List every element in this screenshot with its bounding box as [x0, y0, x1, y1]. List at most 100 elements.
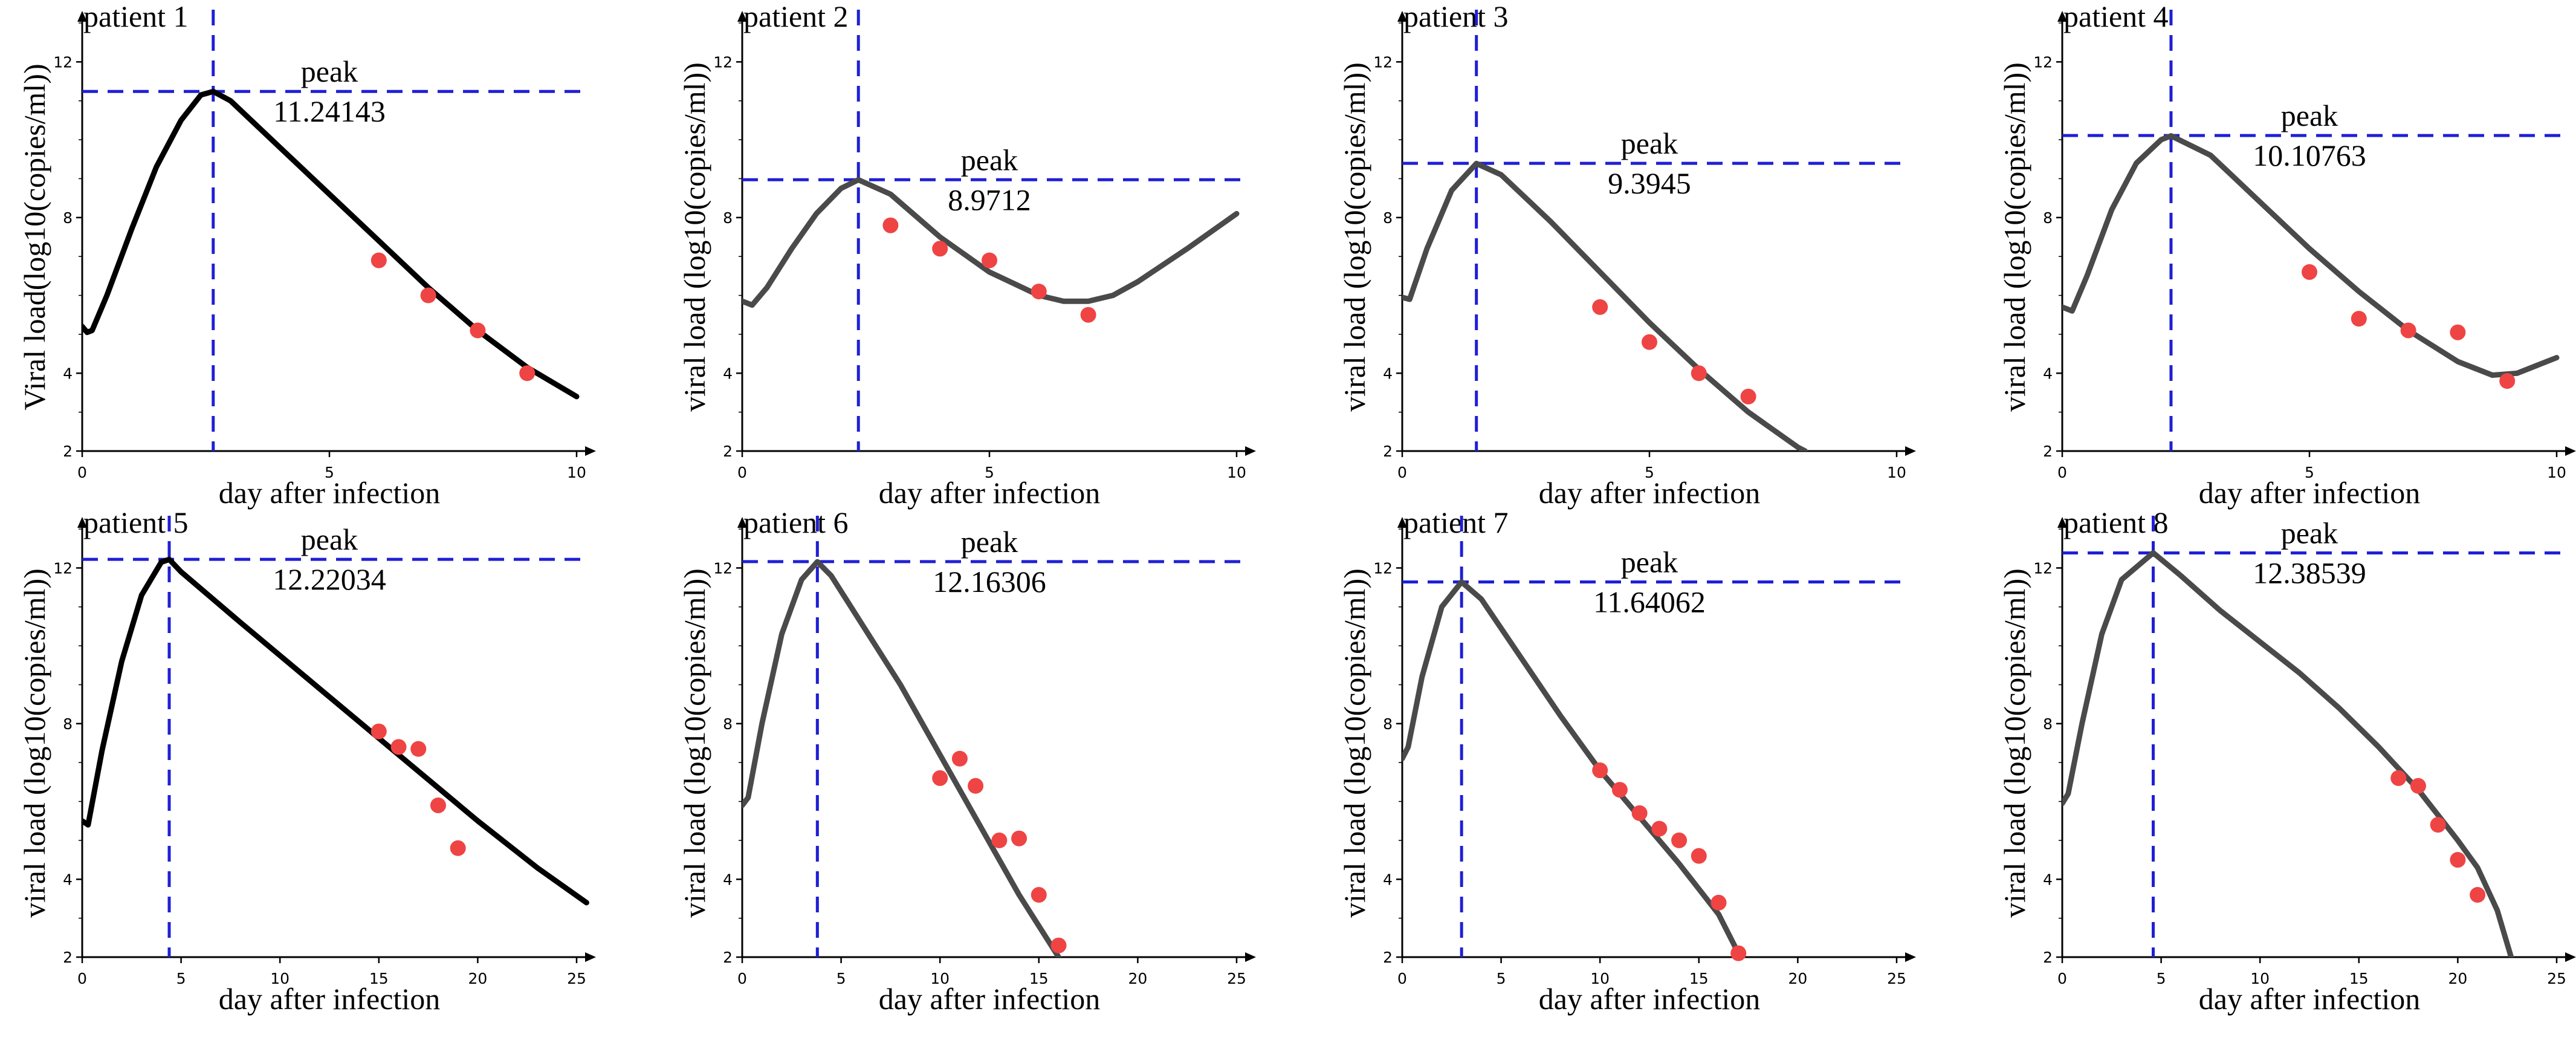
peak-value: 9.3945	[1608, 166, 1691, 200]
model-curve	[1402, 579, 1746, 957]
data-point	[982, 252, 997, 268]
data-point	[2410, 778, 2426, 794]
x-tick-label: 0	[1397, 970, 1407, 987]
x-tick-label: 10	[1887, 464, 1906, 481]
x-tick-label: 25	[2547, 970, 2566, 987]
peak-label: peak	[301, 54, 358, 88]
model-curve	[2062, 133, 2560, 378]
data-point	[991, 832, 1008, 848]
y-axis-label: Viral load(log10(copies/ml))	[18, 63, 51, 410]
x-tick-label: 10	[930, 970, 950, 987]
x-tick-label: 20	[468, 970, 487, 987]
data-point	[1651, 820, 1668, 837]
y-axis-label: viral load (log10(copies/ml))	[1338, 62, 1371, 412]
peak-label: peak	[301, 522, 358, 556]
data-point	[1080, 307, 1096, 323]
panel-3: 0 5 10 2 4 8 12 day after infection viral load (…	[1338, 0, 1916, 510]
x-axis-arrow-icon	[2565, 952, 2576, 962]
y-tick-label: 8	[2043, 209, 2053, 227]
data-point	[2499, 373, 2516, 389]
y-axis-arrow-icon	[77, 517, 87, 528]
x-tick-label: 0	[2057, 464, 2067, 481]
data-point	[932, 770, 948, 786]
peak-value: 12.16306	[933, 565, 1046, 599]
x-tick-label: 10	[1590, 970, 1610, 987]
data-point	[519, 365, 536, 382]
y-tick-label: 2	[2043, 443, 2053, 460]
model-curve	[82, 556, 589, 906]
y-tick-label: 4	[2043, 871, 2053, 888]
data-point	[470, 322, 486, 339]
y-tick-label: 4	[2043, 365, 2053, 382]
panel-title: patient 7	[1403, 505, 1509, 539]
panel-5: 0 5 10 15 20 25 2 4 8 12 day after infection viral …	[18, 505, 596, 1016]
data-point	[1642, 334, 1657, 350]
peak-value: 10.10763	[2253, 138, 2366, 172]
y-tick-label: 8	[63, 715, 73, 733]
x-axis-arrow-icon	[585, 446, 596, 456]
x-tick-label: 25	[1227, 970, 1246, 987]
y-axis-label: viral load (log10(copies/ml))	[678, 568, 711, 918]
x-axis-label: day after infection	[1539, 982, 1760, 1016]
data-point	[1730, 945, 1747, 961]
x-tick-label: 10	[270, 970, 290, 987]
y-axis-arrow-icon	[2057, 517, 2067, 528]
x-axis-arrow-icon	[1245, 446, 1256, 456]
y-axis-arrow-icon	[1397, 11, 1407, 22]
x-tick-label: 10	[567, 464, 586, 481]
y-tick-label: 2	[2043, 949, 2053, 966]
x-tick-label: 0	[77, 464, 87, 481]
peak-value: 11.24143	[273, 94, 386, 128]
x-tick-label: 5	[2305, 464, 2314, 481]
y-axis-arrow-icon	[737, 517, 747, 528]
y-axis-label: viral load (log10(copies/ml))	[1998, 62, 2031, 412]
panel-title: patient 3	[1403, 0, 1509, 33]
y-tick-label: 2	[63, 443, 73, 460]
x-axis-label: day after infection	[1539, 476, 1760, 510]
y-axis-label: viral load (log10(copies/ml))	[1338, 568, 1371, 918]
data-point	[2470, 887, 2486, 903]
x-axis-label: day after infection	[2199, 476, 2420, 510]
x-axis-label: day after infection	[879, 476, 1100, 510]
panel-title: patient 1	[83, 0, 189, 33]
data-point	[882, 217, 899, 233]
x-tick-label: 5	[1497, 970, 1506, 987]
data-point	[430, 797, 446, 813]
peak-value: 12.38539	[2253, 556, 2366, 590]
data-point	[932, 241, 948, 257]
x-tick-label: 0	[737, 464, 747, 481]
y-tick-label: 8	[1383, 715, 1393, 733]
x-axis-arrow-icon	[1905, 446, 1916, 456]
x-tick-label: 25	[567, 970, 586, 987]
data-point	[1691, 365, 1707, 382]
y-tick-label: 12	[2033, 53, 2053, 71]
y-tick-label: 8	[1383, 209, 1393, 227]
data-point	[2302, 264, 2317, 280]
data-point	[1592, 299, 1608, 315]
data-point	[420, 287, 436, 304]
data-point	[1631, 805, 1648, 821]
y-axis-label: viral load (log10(copies/ml))	[1998, 568, 2031, 918]
model-curve	[742, 177, 1240, 308]
panel-title: patient 5	[83, 505, 189, 539]
data-point	[2390, 770, 2407, 786]
x-axis-label: day after infection	[219, 982, 440, 1016]
y-tick-label: 8	[723, 715, 733, 733]
panel-title: patient 6	[743, 505, 849, 539]
x-tick-label: 5	[985, 464, 994, 481]
panel-6: 0 5 10 15 20 25 2 4 8 12 day after infection viral …	[678, 505, 1256, 1016]
y-tick-label: 2	[723, 443, 733, 460]
peak-value: 11.64062	[1593, 585, 1706, 619]
peak-label: peak	[1621, 545, 1678, 579]
x-tick-label: 15	[2349, 970, 2369, 987]
x-tick-label: 5	[325, 464, 334, 481]
y-tick-label: 12	[713, 53, 733, 71]
data-point	[450, 840, 466, 856]
panel-title: patient 8	[2063, 505, 2169, 539]
x-axis-arrow-icon	[2565, 446, 2576, 456]
x-tick-label: 10	[2547, 464, 2566, 481]
x-tick-label: 20	[1128, 970, 1147, 987]
y-tick-label: 4	[1383, 871, 1393, 888]
y-tick-label: 4	[63, 871, 73, 888]
x-tick-label: 0	[77, 970, 87, 987]
